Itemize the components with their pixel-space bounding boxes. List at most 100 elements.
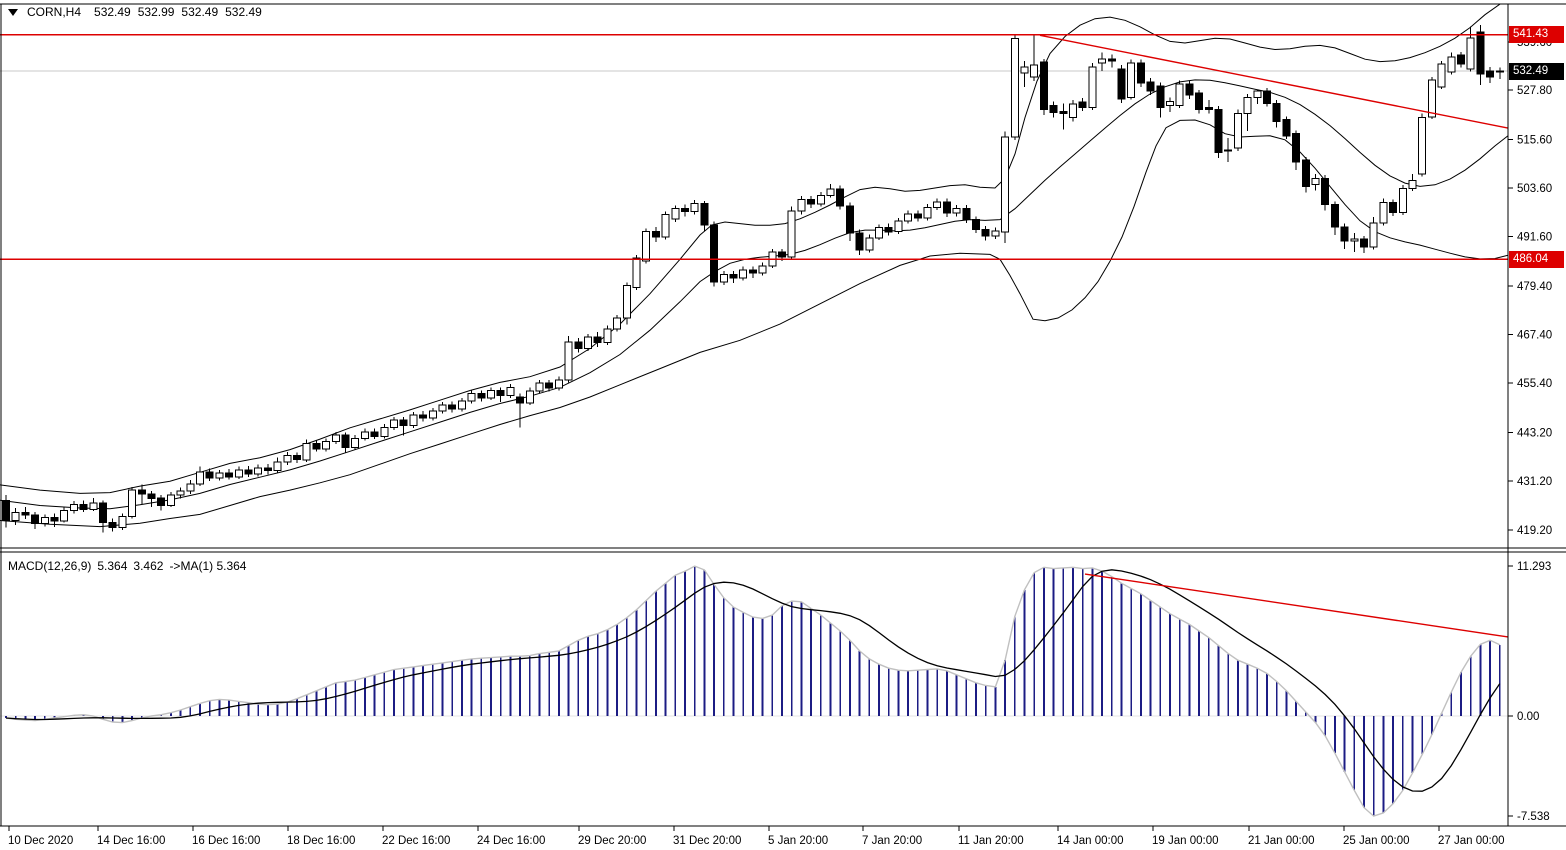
candle <box>1486 66 1495 84</box>
candle <box>642 228 651 264</box>
candle <box>31 512 40 530</box>
candle <box>283 452 292 466</box>
candle-body <box>1437 63 1446 88</box>
candle <box>613 314 622 332</box>
candle-body <box>1389 202 1398 214</box>
candle-body <box>487 390 495 399</box>
candle <box>448 401 457 413</box>
macd-panel[interactable] <box>0 565 1508 817</box>
candle <box>651 226 660 242</box>
candle <box>1136 59 1145 87</box>
candle <box>690 200 699 215</box>
candle-body <box>467 393 476 402</box>
candle <box>50 513 59 527</box>
candle <box>1369 216 1378 250</box>
candle-body <box>923 206 932 219</box>
candle <box>1049 101 1058 118</box>
candle <box>1389 199 1398 216</box>
main-panel[interactable] <box>0 0 1508 533</box>
candle <box>60 506 69 523</box>
bollinger-lower-band <box>0 119 1508 528</box>
candle <box>166 491 175 508</box>
candle <box>457 397 466 412</box>
candle <box>739 266 748 281</box>
bollinger-upper-band <box>0 4 1501 494</box>
candle <box>545 379 554 392</box>
macd-trendline[interactable] <box>1084 573 1508 638</box>
time-tick-label: 5 Jan 20:00 <box>768 835 828 847</box>
candle-body <box>448 404 457 410</box>
candle-body <box>826 188 835 196</box>
candle-body <box>729 273 738 279</box>
candle <box>574 337 583 353</box>
candle <box>331 431 340 444</box>
candle <box>632 254 641 291</box>
candle <box>904 210 913 224</box>
candle-body <box>1408 179 1417 189</box>
candle <box>1321 175 1330 211</box>
time-tick-label: 24 Dec 16:00 <box>477 835 545 847</box>
candle <box>535 379 544 394</box>
candle <box>1098 52 1107 71</box>
candle <box>89 498 98 512</box>
candle-body <box>1272 102 1281 123</box>
macd-tick-label: 11.293 <box>1517 561 1551 573</box>
candle <box>1466 26 1475 72</box>
descending-trendline[interactable] <box>1039 34 1508 129</box>
candle-body <box>613 317 622 330</box>
candle-body <box>1369 222 1378 248</box>
candle-body <box>1001 136 1010 233</box>
time-tick-label: 16 Dec 16:00 <box>192 835 260 847</box>
candle-body <box>574 341 583 349</box>
candle <box>1457 51 1465 68</box>
candle <box>1282 116 1291 139</box>
candle-body <box>186 483 195 492</box>
time-tick-label: 29 Dec 20:00 <box>578 835 646 847</box>
candle-body <box>457 400 466 410</box>
candle <box>1195 89 1204 114</box>
candle-body <box>1098 58 1107 64</box>
candle-body <box>2 499 10 522</box>
candle <box>506 384 515 398</box>
candle <box>1427 77 1436 120</box>
candle <box>1437 60 1446 90</box>
time-tick-label: 10 Dec 2020 <box>8 835 73 847</box>
candle-body <box>1127 62 1136 98</box>
candle <box>1030 35 1039 82</box>
candle-body <box>1175 83 1184 106</box>
candle <box>1447 52 1456 75</box>
candle-body <box>690 202 699 212</box>
candle-body <box>1330 204 1339 228</box>
symbol-dropdown-icon[interactable] <box>8 8 18 16</box>
candle-body <box>797 198 806 212</box>
candle <box>293 452 301 463</box>
candle <box>1398 185 1407 216</box>
candle <box>845 202 854 242</box>
candle-body <box>904 213 913 222</box>
candle-body <box>1398 187 1407 214</box>
candle-body <box>807 198 816 205</box>
candle-body <box>399 419 408 426</box>
candle-body <box>516 396 525 404</box>
candle <box>69 501 78 514</box>
current-price-badge: 532.49 <box>1509 63 1564 80</box>
candle <box>380 424 389 439</box>
candle <box>1233 109 1242 152</box>
candle-body <box>1059 111 1068 114</box>
price-tick-label: 503.60 <box>1517 183 1552 195</box>
candle-body <box>1253 90 1262 98</box>
candle <box>186 480 195 495</box>
candle-body <box>1107 58 1116 62</box>
candle-body <box>99 502 107 524</box>
candle-body <box>671 208 680 220</box>
candle-body <box>933 201 942 209</box>
candle-body <box>1263 90 1271 104</box>
time-tick-label: 11 Jan 20:00 <box>958 835 1024 847</box>
candle-body <box>991 230 1000 237</box>
time-tick-label: 21 Jan 00:00 <box>1248 835 1315 847</box>
candle-body <box>700 202 709 226</box>
candle-body <box>215 472 224 479</box>
candle-body <box>1146 81 1155 92</box>
low-value: 532.49 <box>181 5 219 19</box>
